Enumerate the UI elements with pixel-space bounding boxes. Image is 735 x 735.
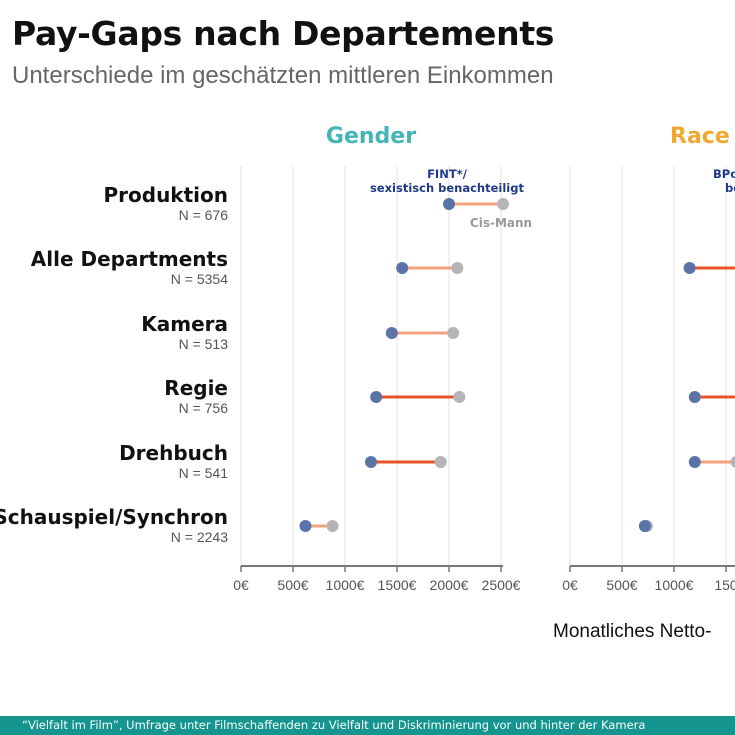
- x-tick-label: 1000€: [326, 577, 365, 593]
- category-n-count: N = 5354: [171, 271, 228, 287]
- category-label: Drehbuch: [119, 441, 228, 465]
- source-footer: “Vielfalt im Film”, Umfrage unter Filmsc…: [0, 716, 735, 735]
- reference-point: [497, 198, 510, 210]
- annotation-disadvantaged: BPo: [713, 167, 735, 181]
- category-n-count: N = 756: [179, 400, 229, 416]
- chart-subtitle: Unterschiede im geschätzten mittleren Ei…: [12, 62, 554, 89]
- disadvantaged-point: [396, 262, 409, 274]
- disadvantaged-point: [683, 262, 696, 274]
- x-tick-label: 1500€: [378, 577, 417, 593]
- x-tick-label: 1000€: [655, 577, 694, 593]
- panel-title: Race: [670, 124, 730, 149]
- category-n-count: N = 2243: [171, 529, 228, 545]
- category-label: Schauspiel/Synchron: [0, 505, 228, 529]
- category-label: Kamera: [141, 312, 228, 336]
- category-label: Regie: [164, 376, 228, 400]
- reference-point: [326, 520, 339, 532]
- x-tick-label: 2000€: [430, 577, 469, 593]
- x-tick-label: 0€: [562, 577, 578, 593]
- category-n-count: N = 541: [179, 465, 229, 481]
- chart-title: Pay-Gaps nach Departements: [12, 14, 555, 53]
- annotation-reference: Cis-Mann: [470, 216, 532, 230]
- x-tick-label: 500€: [606, 577, 637, 593]
- category-n-count: N = 513: [179, 336, 229, 352]
- disadvantaged-point: [688, 456, 701, 468]
- reference-point: [434, 456, 447, 468]
- annotation-disadvantaged: sexistisch benachteiligt: [370, 181, 524, 195]
- annotation-disadvantaged: be: [725, 181, 735, 195]
- disadvantaged-point: [443, 198, 455, 210]
- disadvantaged-point: [365, 456, 377, 468]
- disadvantaged-point: [385, 327, 398, 339]
- x-tick-label: 500€: [277, 577, 308, 593]
- x-tick-label: 2500€: [482, 577, 521, 593]
- disadvantaged-point: [370, 391, 383, 403]
- category-label: Produktion: [103, 183, 228, 207]
- reference-point: [730, 456, 735, 468]
- panel-title: Gender: [326, 124, 416, 149]
- reference-point: [451, 262, 464, 274]
- x-tick-label: 0€: [233, 577, 249, 593]
- category-n-count: N = 676: [179, 207, 229, 223]
- x-tick-label: 150: [714, 577, 735, 593]
- x-axis-label: Monatliches Netto-: [553, 621, 711, 642]
- disadvantaged-point: [688, 391, 701, 403]
- category-label: Alle Departments: [31, 247, 228, 271]
- disadvantaged-point: [299, 520, 312, 532]
- annotation-disadvantaged: FINT*/: [427, 167, 468, 181]
- reference-point: [453, 391, 466, 403]
- reference-point: [447, 327, 460, 339]
- disadvantaged-point: [638, 520, 651, 532]
